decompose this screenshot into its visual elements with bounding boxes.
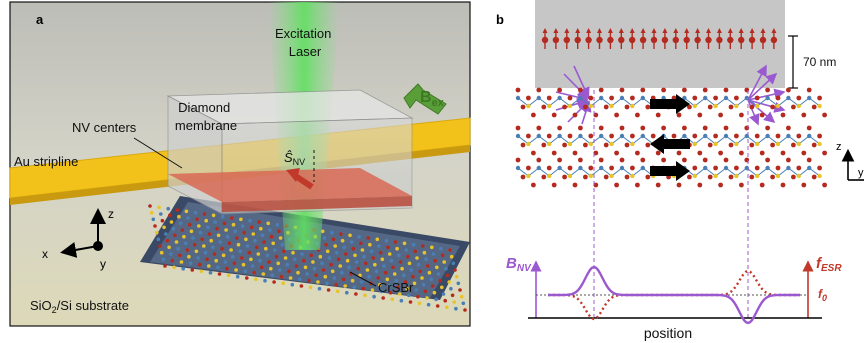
axis-b-z-label: z [836,141,842,153]
axis-x-label: x [42,247,48,261]
crsbr-label: CrSBr [378,280,414,295]
magnetization-arrow-top [650,94,690,114]
axes-a: z x y [42,207,114,271]
magnetization-arrow-middle [650,134,690,154]
panel-b: b 70 nm z y [496,0,864,341]
s-nv-arrowhead [286,168,300,182]
b-ex-label: Bex [420,89,445,109]
b-nv-curve [548,265,800,325]
diamond-bar [535,0,785,88]
b-nv-label: BNV [506,255,532,274]
au-stripline-label: Au stripline [14,154,78,169]
axis-y-label: y [100,257,106,271]
position-label: position [644,325,692,341]
magnetization-arrow-bottom [650,161,690,181]
f-esr-label: fESR [816,255,842,274]
axes-b: z y [836,141,864,181]
b-ex-arrow [403,83,447,115]
axis-z-label: z [108,207,114,221]
crsbr-leader [349,271,377,287]
stray-field-right [747,64,786,126]
f0-label: f0 [818,287,827,303]
axis-b-y-label: y [858,167,864,179]
nv-centers-label: NV centers [72,120,137,135]
nv-centers-leader [133,137,183,169]
thickness-label: 70 nm [803,55,836,69]
diamond-membrane-shape [166,89,414,215]
panel-b-label: b [496,12,504,27]
panel-a-label: a [36,12,44,27]
nv-spin-row [541,28,778,49]
panel-a: a Excitation Laser Bex Diamond membrane … [9,1,471,327]
thickness-scale: 70 nm [788,35,836,89]
excitation-laser-label: Excitation Laser [275,26,335,59]
diamond-membrane-label: Diamond membrane [175,100,237,133]
s-nv-label: ŜNV [284,150,305,167]
substrate-label: SiO2/Si substrate [30,298,129,315]
